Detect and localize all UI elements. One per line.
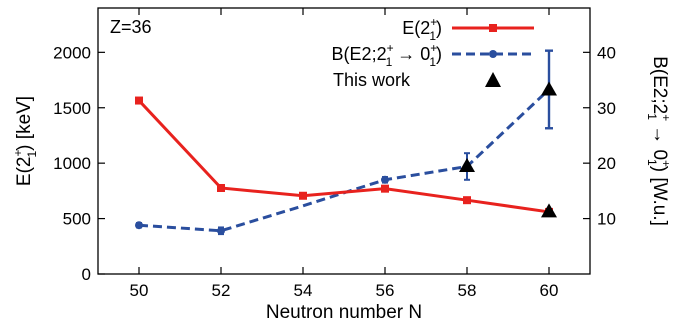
- right-y-tick-label: 30: [597, 99, 616, 118]
- left-y-tick-label: 0: [82, 265, 91, 284]
- legend-label-this-work: This work: [333, 70, 411, 90]
- legend: E(2+ 1) B(E2;2+ 1 → 0+ 1) This work: [332, 15, 534, 90]
- legend-marker-e21: [489, 24, 497, 32]
- left-y-tick-label: 1500: [53, 99, 91, 118]
- left-y-axis: 0 500 1000 1500 2000: [53, 43, 105, 284]
- series-layer: [135, 49, 557, 236]
- x-tick-label: 50: [130, 281, 149, 300]
- e21-point: [135, 96, 143, 105]
- e21-point: [381, 184, 389, 193]
- x-axis: 50 52 54 56 58 60: [130, 8, 559, 300]
- right-y-tick-label: 10: [597, 210, 616, 229]
- legend-label-e21: E(2+ 1): [402, 15, 442, 43]
- plot-area: [97, 7, 591, 275]
- be2-point: [217, 226, 225, 235]
- legend-marker-be2: [489, 50, 497, 58]
- e21-series-line: [137, 99, 550, 214]
- right-y-tick-label: 20: [597, 154, 616, 173]
- left-y-tick-label: 2000: [53, 43, 91, 62]
- x-tick-label: 60: [540, 281, 559, 300]
- this-work-point: [459, 157, 475, 172]
- this-work-point: [541, 203, 557, 218]
- x-tick-label: 54: [294, 281, 313, 300]
- left-y-tick-label: 1000: [53, 154, 91, 173]
- x-tick-label: 58: [458, 281, 477, 300]
- left-y-tick-label: 500: [63, 210, 91, 229]
- e21-point: [463, 196, 471, 205]
- legend-marker-this-work: [485, 72, 501, 87]
- e21-point: [217, 183, 225, 192]
- left-y-axis-title: E(2+1) [keV]: [11, 96, 39, 186]
- right-y-axis: 10 20 30 40: [583, 43, 616, 229]
- x-tick-label: 52: [212, 281, 231, 300]
- be2-series-line: [138, 88, 551, 233]
- x-axis-title: Neutron number N: [266, 302, 422, 323]
- this-work-point: [541, 81, 557, 96]
- be2-point: [381, 175, 389, 184]
- x-tick-label: 56: [376, 281, 395, 300]
- right-y-axis-title: B(E2;2+1 → 0+1) [W.u.]: [645, 56, 673, 226]
- legend-label-be2: B(E2;2+ 1 → 0+ 1): [332, 41, 442, 69]
- z-annotation: Z=36: [110, 17, 152, 37]
- e21-point: [299, 191, 307, 200]
- be2-point: [135, 221, 143, 230]
- right-y-tick-label: 40: [597, 43, 616, 62]
